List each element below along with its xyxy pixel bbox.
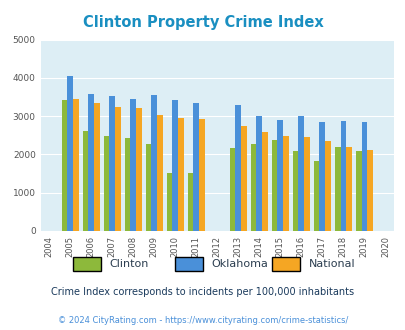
Bar bbox=[109, 96, 115, 231]
Bar bbox=[319, 121, 324, 231]
Bar bbox=[298, 116, 303, 231]
Bar bbox=[67, 76, 72, 231]
Bar bbox=[145, 144, 151, 231]
Bar bbox=[103, 136, 109, 231]
Bar bbox=[366, 150, 372, 231]
Bar bbox=[241, 126, 246, 231]
Bar bbox=[187, 173, 193, 231]
Bar bbox=[172, 100, 177, 231]
Bar bbox=[124, 138, 130, 231]
Bar bbox=[94, 103, 99, 231]
Bar bbox=[72, 99, 78, 231]
Text: Clinton Property Crime Index: Clinton Property Crime Index bbox=[83, 15, 322, 30]
Bar bbox=[334, 147, 340, 231]
Bar bbox=[271, 140, 277, 231]
Bar bbox=[235, 105, 241, 231]
Text: © 2024 CityRating.com - https://www.cityrating.com/crime-statistics/: © 2024 CityRating.com - https://www.city… bbox=[58, 315, 347, 325]
Text: Clinton: Clinton bbox=[109, 259, 149, 269]
Bar bbox=[324, 141, 330, 231]
Bar bbox=[282, 136, 288, 231]
Bar bbox=[345, 147, 351, 231]
Text: Crime Index corresponds to incidents per 100,000 inhabitants: Crime Index corresponds to incidents per… bbox=[51, 287, 354, 297]
Bar bbox=[193, 103, 198, 231]
Bar bbox=[355, 151, 361, 231]
Bar bbox=[256, 116, 262, 231]
Bar bbox=[130, 99, 136, 231]
Bar bbox=[151, 95, 157, 231]
Bar bbox=[166, 173, 172, 231]
Bar bbox=[313, 161, 319, 231]
Bar bbox=[262, 132, 267, 231]
Bar bbox=[277, 119, 282, 231]
Text: Oklahoma: Oklahoma bbox=[211, 259, 267, 269]
Bar bbox=[361, 122, 366, 231]
Bar bbox=[157, 115, 162, 231]
Bar bbox=[115, 107, 120, 231]
Bar bbox=[136, 108, 141, 231]
Text: National: National bbox=[308, 259, 354, 269]
Bar bbox=[250, 145, 256, 231]
Bar bbox=[177, 118, 183, 231]
Bar bbox=[292, 151, 298, 231]
Bar bbox=[62, 100, 67, 231]
Bar bbox=[229, 148, 235, 231]
Bar bbox=[82, 131, 88, 231]
Bar bbox=[340, 121, 345, 231]
Bar bbox=[303, 137, 309, 231]
Bar bbox=[198, 119, 204, 231]
Bar bbox=[88, 94, 94, 231]
